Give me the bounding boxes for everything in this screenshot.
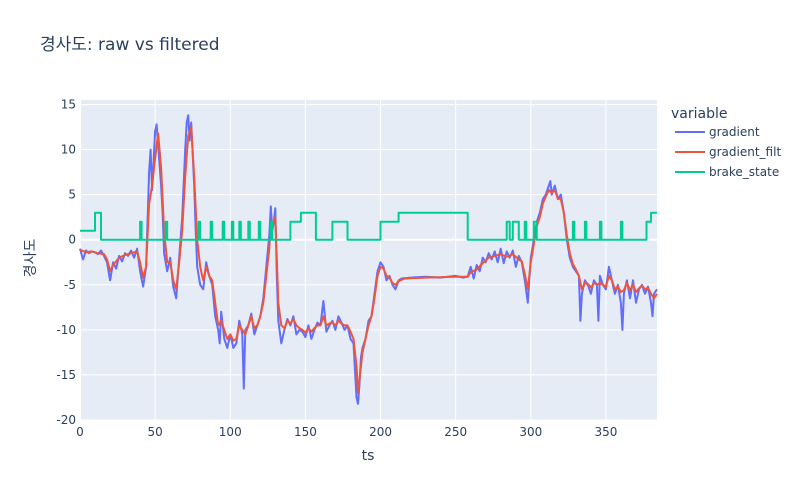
legend-item-label: brake_state (709, 165, 779, 179)
plot-area (80, 100, 657, 420)
chart-title: 경사도: raw vs filtered (40, 35, 220, 55)
x-tick-label: 300 (519, 425, 542, 439)
legend: variable gradient gradient_filt brake_stat… (671, 106, 781, 179)
y-tick-label: -10 (56, 323, 76, 337)
y-axis-label: 경사도 (23, 239, 39, 278)
x-tick-label: 200 (369, 425, 392, 439)
series-line-brake-state (80, 211, 657, 241)
x-axis-label: ts (362, 448, 375, 464)
x-tick-label: 0 (76, 425, 84, 439)
y-tick-label: -5 (64, 278, 76, 292)
y-tick-label: -20 (56, 413, 76, 427)
x-tick-label: 250 (444, 425, 467, 439)
x-tick-label: 100 (219, 425, 242, 439)
x-tick-label: 150 (294, 425, 317, 439)
series-line-gradient-filt (79, 126, 658, 394)
y-tick-label: 10 (61, 143, 76, 157)
legend-item-label: gradient (709, 125, 760, 139)
x-tick-label: 350 (594, 425, 617, 439)
series-lines (79, 114, 658, 405)
y-tick-label: 15 (61, 98, 76, 112)
legend-item-label: gradient_filt (709, 145, 781, 159)
y-tick-label: 5 (68, 188, 76, 202)
y-tick-label: 0 (68, 233, 76, 247)
x-tick-label: 50 (147, 425, 162, 439)
y-tick-label: -15 (56, 368, 76, 382)
legend-title: variable (671, 106, 727, 122)
